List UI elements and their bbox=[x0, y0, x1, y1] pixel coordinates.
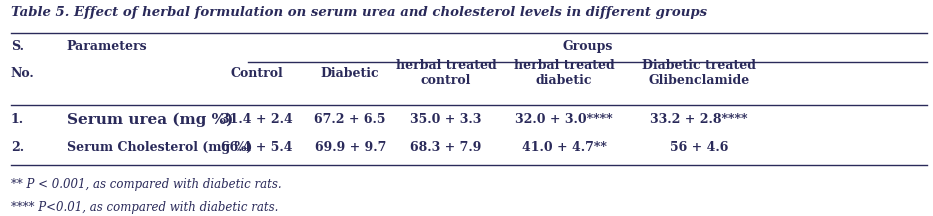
Text: 1.: 1. bbox=[10, 113, 24, 126]
Text: 66.4 + 5.4: 66.4 + 5.4 bbox=[221, 141, 293, 154]
Text: herbal treated
control: herbal treated control bbox=[396, 59, 496, 87]
Text: 69.9 + 9.7: 69.9 + 9.7 bbox=[314, 141, 386, 154]
Text: herbal treated
diabetic: herbal treated diabetic bbox=[514, 59, 615, 87]
Text: 56 + 4.6: 56 + 4.6 bbox=[670, 141, 729, 154]
Text: S.: S. bbox=[10, 40, 23, 53]
Text: Control: Control bbox=[230, 67, 284, 80]
Text: 32.0 + 3.0****: 32.0 + 3.0**** bbox=[515, 113, 613, 126]
Text: ** P < 0.001, as compared with diabetic rats.: ** P < 0.001, as compared with diabetic … bbox=[10, 178, 282, 191]
Text: Serum Cholesterol (mg %): Serum Cholesterol (mg %) bbox=[66, 141, 252, 154]
Text: 31.4 + 2.4: 31.4 + 2.4 bbox=[221, 113, 293, 126]
Text: No.: No. bbox=[10, 67, 35, 80]
Text: Diabetic treated
Glibenclamide: Diabetic treated Glibenclamide bbox=[642, 59, 756, 87]
Text: 33.2 + 2.8****: 33.2 + 2.8**** bbox=[650, 113, 748, 126]
Text: 35.0 + 3.3: 35.0 + 3.3 bbox=[411, 113, 481, 126]
Text: 2.: 2. bbox=[10, 141, 24, 154]
Text: Diabetic: Diabetic bbox=[321, 67, 380, 80]
Text: Parameters: Parameters bbox=[66, 40, 147, 53]
Text: 41.0 + 4.7**: 41.0 + 4.7** bbox=[522, 141, 606, 154]
Text: 67.2 + 6.5: 67.2 + 6.5 bbox=[314, 113, 386, 126]
Text: Groups: Groups bbox=[563, 40, 613, 53]
Text: 68.3 + 7.9: 68.3 + 7.9 bbox=[411, 141, 481, 154]
Text: **** P<0.01, as compared with diabetic rats.: **** P<0.01, as compared with diabetic r… bbox=[10, 201, 278, 214]
Text: Serum urea (mg %): Serum urea (mg %) bbox=[66, 112, 233, 127]
Text: Table 5. Effect of herbal formulation on serum urea and cholesterol levels in di: Table 5. Effect of herbal formulation on… bbox=[10, 6, 707, 19]
